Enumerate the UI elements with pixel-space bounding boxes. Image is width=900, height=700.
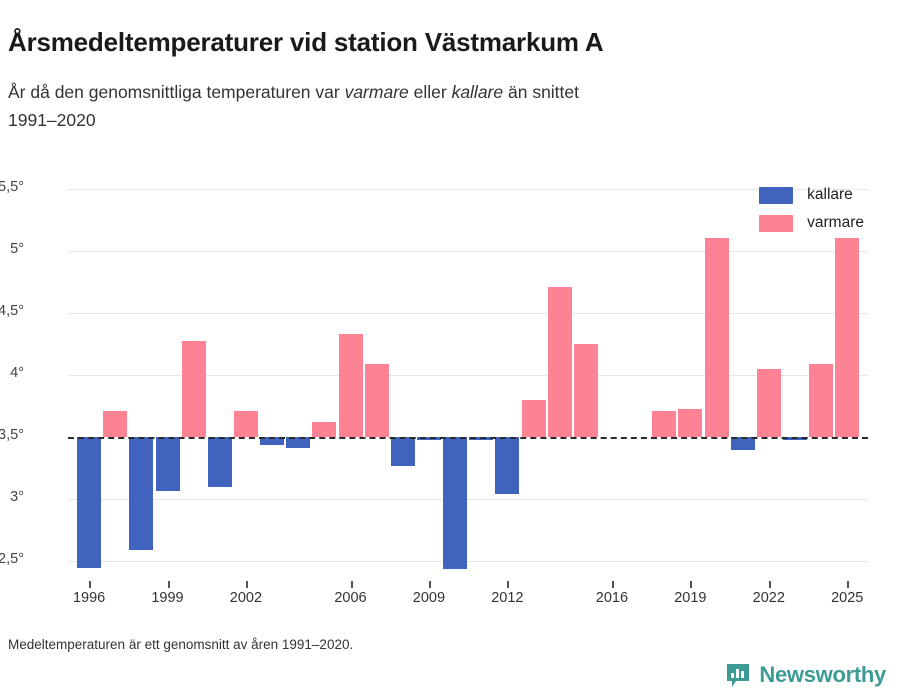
gridline xyxy=(68,312,868,314)
x-axis-tick xyxy=(428,581,431,588)
x-axis-tick-label: 2016 xyxy=(595,590,629,606)
bar-2019[interactable] xyxy=(678,408,703,438)
y-axis-tick-label: 4° xyxy=(10,365,24,381)
legend-label-varmare: varmare xyxy=(807,214,864,231)
bar-2004[interactable] xyxy=(286,437,311,449)
y-axis-tick-label: 3° xyxy=(10,489,24,506)
bar-2001[interactable] xyxy=(207,437,232,487)
bar-2021[interactable] xyxy=(730,437,755,450)
bar-2024[interactable] xyxy=(809,363,834,438)
x-axis-tick xyxy=(611,581,614,588)
subtitle-text-1: År då den genomsnittliga temperaturen va… xyxy=(8,82,345,102)
x-axis-tick xyxy=(768,581,771,588)
subtitle-line-2: 1991–2020 xyxy=(8,110,96,130)
bar-1998[interactable] xyxy=(129,437,154,551)
bar-1999[interactable] xyxy=(155,437,180,491)
bar-2006[interactable] xyxy=(338,334,363,438)
x-axis-tick xyxy=(167,581,170,588)
x-axis-tick xyxy=(690,581,693,588)
gridline xyxy=(68,188,868,190)
x-axis-tick-label: 2009 xyxy=(412,590,446,606)
newsworthy-logo[interactable]: Newsworthy xyxy=(725,662,886,688)
bar-2020[interactable] xyxy=(704,238,729,438)
bar-2018[interactable] xyxy=(652,411,677,438)
bar-2014[interactable] xyxy=(547,286,572,438)
bar-2015[interactable] xyxy=(573,343,598,438)
average-reference-line xyxy=(68,437,868,440)
bar-2012[interactable] xyxy=(495,437,520,495)
legend-swatch-kallare xyxy=(759,186,794,204)
y-axis-tick-label: 5,5° xyxy=(0,178,24,195)
subtitle-emphasis-varmare: varmare xyxy=(344,82,409,102)
bar-2008[interactable] xyxy=(390,437,415,466)
x-axis-tick-label: 2012 xyxy=(491,590,524,606)
legend-item-kallare[interactable]: kallare xyxy=(759,186,864,204)
bar-chart-bubble-icon xyxy=(725,662,751,688)
subtitle-text-3: än snittet xyxy=(503,82,580,102)
x-axis-tick-label: 2019 xyxy=(674,590,707,606)
y-axis-tick-label: 2,5° xyxy=(0,551,24,568)
gridline xyxy=(68,250,868,252)
legend-swatch-varmare xyxy=(759,214,794,232)
bar-2010[interactable] xyxy=(443,437,468,569)
y-axis-tick-label: 4,5° xyxy=(0,302,24,319)
subtitle-emphasis-kallare: kallare xyxy=(451,82,504,102)
chart-legend: kallare varmare xyxy=(759,186,864,242)
plot-area: 5,5° 5° 4,5° 4° 3,5° 3° 2,5° 1996 1999 2002 2006 20… xyxy=(0,170,868,606)
footnote: Medeltemperaturen är ett genomsnitt av å… xyxy=(8,637,354,652)
bar-2025[interactable] xyxy=(835,238,860,438)
x-axis-tick-label: 1999 xyxy=(151,590,184,606)
legend-item-varmare[interactable]: varmare xyxy=(759,214,864,232)
page-title: Årsmedeltemperaturer vid station Västmar… xyxy=(8,27,604,58)
bar-chart: 5,5° 5° 4,5° 4° 3,5° 3° 2,5° 1996 1999 2002 2006 20… xyxy=(0,170,900,620)
x-axis-tick xyxy=(507,581,510,588)
bar-2013[interactable] xyxy=(521,399,546,438)
bar-2003[interactable] xyxy=(260,437,285,445)
logo-wordmark: Newsworthy xyxy=(759,662,886,687)
x-axis-tick xyxy=(350,581,353,588)
bar-2000[interactable] xyxy=(181,341,206,438)
subtitle-text-2: eller xyxy=(408,82,452,102)
x-axis-tick-label: 2022 xyxy=(752,590,785,606)
x-axis-tick-label: 2002 xyxy=(229,590,263,606)
x-axis-tick-label: 2025 xyxy=(831,590,864,606)
x-axis-tick-label: 2006 xyxy=(334,590,367,606)
bar-1996[interactable] xyxy=(77,437,102,568)
bar-1997[interactable] xyxy=(103,411,128,438)
x-axis-tick xyxy=(847,581,850,588)
y-axis-tick-label: 3,5° xyxy=(0,427,24,444)
gridline xyxy=(68,375,868,376)
bar-2022[interactable] xyxy=(756,368,781,438)
y-axis-tick-label: 5° xyxy=(10,240,24,257)
legend-label-kallare: kallare xyxy=(807,186,853,203)
bar-2005[interactable] xyxy=(312,422,337,438)
page-subtitle: År då den genomsnittliga temperaturen va… xyxy=(8,78,868,134)
gridline xyxy=(68,499,868,501)
gridline xyxy=(68,561,868,563)
x-axis-tick xyxy=(245,581,248,588)
bar-2007[interactable] xyxy=(364,363,389,438)
x-axis-tick-label: 1996 xyxy=(72,590,106,606)
bar-2002[interactable] xyxy=(233,411,258,438)
x-axis-tick xyxy=(89,581,92,588)
